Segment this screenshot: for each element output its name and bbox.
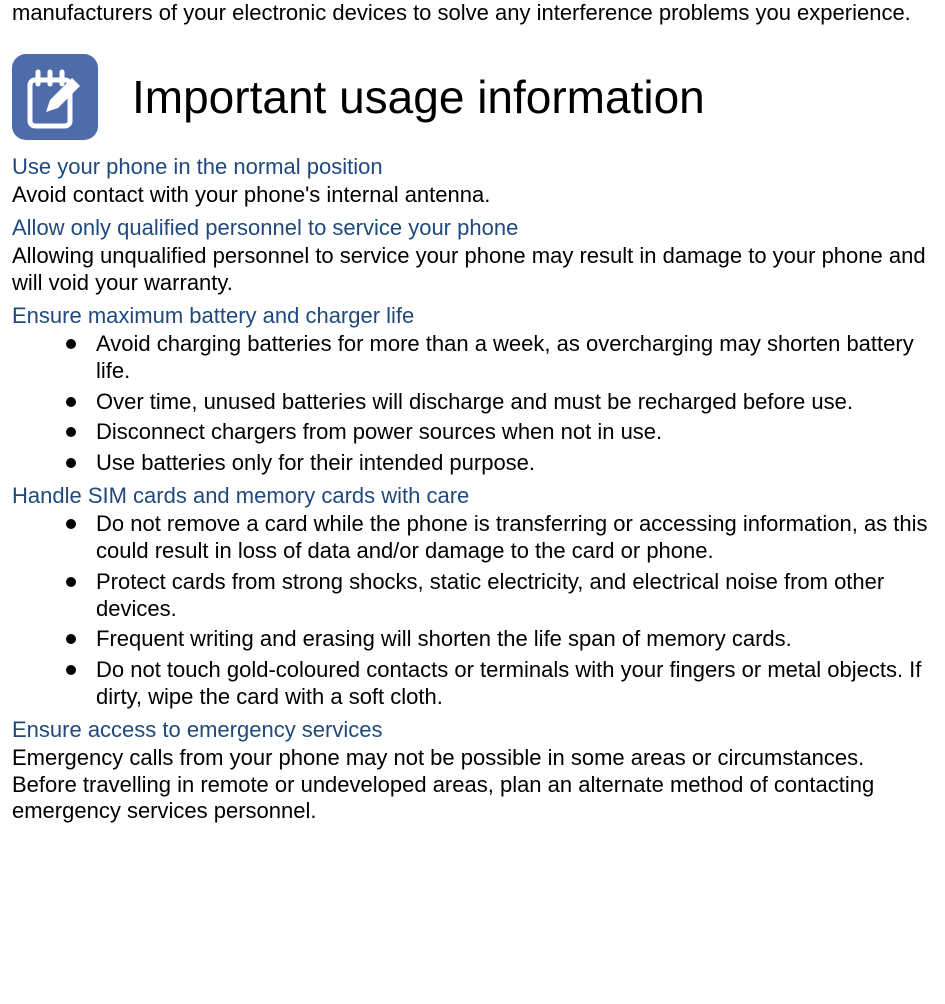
list-item: Over time, unused batteries will dischar… — [66, 389, 933, 416]
section-body: Allowing unqualified personnel to servic… — [12, 243, 933, 297]
section-heading: Ensure access to emergency services — [12, 717, 933, 743]
bullet-list: Avoid charging batteries for more than a… — [12, 331, 933, 477]
section-emergency-services: Ensure access to emergency services Emer… — [12, 717, 933, 825]
bullet-list: Do not remove a card while the phone is … — [12, 511, 933, 711]
intro-fragment: manufacturers of your electronic devices… — [12, 0, 933, 26]
list-item: Use batteries only for their intended pu… — [66, 450, 933, 477]
section-body: Avoid contact with your phone's internal… — [12, 182, 933, 209]
list-item: Avoid charging batteries for more than a… — [66, 331, 933, 385]
page-title: Important usage information — [132, 70, 705, 124]
title-row: Important usage information — [12, 54, 933, 140]
section-heading: Use your phone in the normal position — [12, 154, 933, 180]
list-item: Do not remove a card while the phone is … — [66, 511, 933, 565]
list-item: Disconnect chargers from power sources w… — [66, 419, 933, 446]
document-page: manufacturers of your electronic devices… — [0, 0, 945, 851]
section-sim-memory-cards: Handle SIM cards and memory cards with c… — [12, 483, 933, 711]
section-normal-position: Use your phone in the normal position Av… — [12, 154, 933, 209]
list-item: Frequent writing and erasing will shorte… — [66, 626, 933, 653]
section-battery-life: Ensure maximum battery and charger life … — [12, 303, 933, 477]
section-body: Emergency calls from your phone may not … — [12, 745, 933, 825]
list-item: Do not touch gold-coloured contacts or t… — [66, 657, 933, 711]
section-heading: Ensure maximum battery and charger life — [12, 303, 933, 329]
section-heading: Handle SIM cards and memory cards with c… — [12, 483, 933, 509]
notepad-pencil-icon — [12, 54, 98, 140]
list-item: Protect cards from strong shocks, static… — [66, 569, 933, 623]
section-heading: Allow only qualified personnel to servic… — [12, 215, 933, 241]
section-qualified-personnel: Allow only qualified personnel to servic… — [12, 215, 933, 297]
